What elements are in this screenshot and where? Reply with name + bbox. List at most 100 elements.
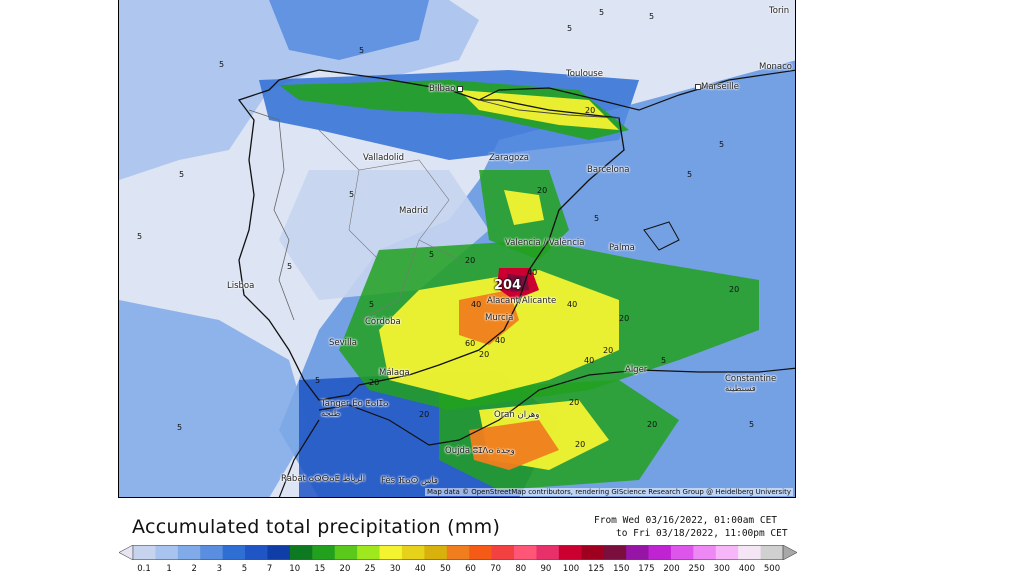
legend-swatch	[222, 545, 246, 560]
city-valladolid: Valladolid	[363, 153, 405, 163]
legend-tick-label: 10	[289, 564, 301, 574]
legend-tick-label: 3	[216, 564, 223, 574]
city-alicante: Alacant/Alicante	[487, 296, 557, 306]
city-madrid: Madrid	[399, 206, 429, 216]
contour-label: 20	[419, 410, 430, 419]
contour-label: 40	[567, 300, 578, 309]
contour-label: 5	[594, 214, 600, 223]
city-tanger: Tanger Eo ⵟⴰⵏⵊⴰ طنجة	[321, 399, 389, 419]
contour-label: 5	[177, 423, 183, 432]
contour-label: 20	[585, 106, 596, 115]
precipitation-map[interactable]: Bilbao Toulouse Marseille Monaco Torin V…	[118, 0, 796, 498]
legend-swatch	[760, 545, 784, 560]
legend-swatch	[536, 545, 560, 560]
legend-tick-label: 20	[339, 564, 351, 574]
legend-tick-label: 25	[364, 564, 376, 574]
legend-tick-label: 0.1	[137, 564, 151, 574]
legend-tick-label: 30	[389, 564, 401, 574]
legend-swatch	[334, 545, 358, 560]
contour-label: 20	[537, 186, 548, 195]
contour-label: 5	[719, 140, 725, 149]
contour-label: 40	[527, 268, 538, 277]
city-palma: Palma	[609, 243, 635, 253]
city-oujda: Oujda ⵓⵊⴷⴰ وجدة	[445, 446, 515, 456]
date-range: From Wed 03/16/2022, 01:00am CET to Fri …	[594, 514, 788, 540]
legend-swatch	[469, 545, 493, 560]
legend-swatch	[715, 545, 739, 560]
legend-swatch	[514, 545, 537, 560]
city-constantine: Constantine قسنطينة	[725, 374, 777, 394]
contour-label: 5	[599, 8, 605, 17]
legend-labels: 0.1 1 2 3 5 7 10 15 20 25 30 40 50 60 70 80 90 100 125 150 1…	[0, 564, 1024, 576]
legend-tick-label: 200	[663, 564, 680, 574]
legend-tick-label: 100	[562, 564, 580, 574]
contour-label: 5	[749, 420, 755, 429]
legend-swatch	[267, 545, 291, 560]
legend-tick-label: 125	[588, 564, 605, 574]
precip-field-west	[119, 300, 309, 497]
map-attribution: Map data © OpenStreetMap contributors, r…	[425, 488, 793, 496]
city-valencia: Valencia / València	[505, 238, 585, 248]
legend-tick-label: 7	[266, 564, 273, 574]
legend-arrow-high	[782, 545, 797, 560]
contour-label: 5	[359, 46, 365, 55]
legend-swatch	[424, 545, 448, 560]
legend-tick-label: 1	[166, 564, 172, 574]
city-toulouse: Toulouse	[566, 69, 603, 79]
contour-label: 5	[287, 262, 293, 271]
legend-swatch	[626, 545, 650, 560]
contour-label: 40	[584, 356, 595, 365]
city-torino: Torin	[769, 6, 790, 16]
city-fes: Fès ⴼⴰⵙ فاس	[381, 476, 438, 486]
legend-tick-label: 90	[540, 564, 552, 574]
city-barcelona: Barcelona	[587, 165, 630, 175]
legend-swatch	[491, 545, 515, 560]
contour-label: 20	[575, 440, 586, 449]
precip-orange-murcia	[459, 290, 519, 345]
legend-tick-label: 5	[241, 564, 248, 574]
precip-field-north	[269, 0, 429, 60]
legend-tick-label: 175	[638, 564, 655, 574]
coastline-morocco	[278, 419, 320, 497]
legend-tick-label: 250	[688, 564, 705, 574]
city-zaragoza: Zaragoza	[489, 153, 530, 163]
date-from: From Wed 03/16/2022, 01:00am CET	[594, 515, 778, 526]
legend-tick-label: 60	[465, 564, 476, 574]
contour-label: 20	[465, 256, 476, 265]
legend-tick-label: 500	[763, 564, 781, 574]
city-cordoba: Córdoba	[365, 317, 401, 327]
legend-tick-label: 150	[613, 564, 630, 574]
border-portugal	[248, 109, 295, 321]
legend-swatch	[558, 545, 582, 560]
contour-label: 5	[137, 232, 143, 241]
contour-label: 20	[603, 346, 614, 355]
city-rabat: Rabat ⴰⵕⴱⴰⵟ الرباط	[281, 474, 366, 484]
legend-swatch	[401, 545, 425, 560]
precipitation-legend-bar	[119, 545, 797, 560]
precip-yellow-valley	[504, 190, 544, 225]
contour-label: 20	[619, 314, 630, 323]
legend-tick-label: 2	[191, 564, 197, 574]
legend-swatch	[289, 545, 313, 560]
legend-swatch	[312, 545, 336, 560]
coastline-africa	[318, 367, 795, 446]
contour-label: 5	[661, 356, 667, 365]
contour-label: 20	[479, 350, 490, 359]
legend-arrow-low	[119, 545, 134, 560]
city-sevilla: Sevilla	[329, 338, 357, 348]
legend-swatch	[670, 545, 694, 560]
contour-label: 5	[687, 170, 693, 179]
map-title: Accumulated total precipitation (mm)	[132, 516, 501, 538]
legend-tick-label: 400	[738, 564, 755, 574]
legend-swatch	[177, 545, 201, 560]
legend-swatch	[693, 545, 717, 560]
contour-label: 5	[315, 376, 321, 385]
contour-label: 20	[369, 378, 380, 387]
legend-tick-label: 70	[490, 564, 502, 574]
contour-label: 5	[219, 60, 225, 69]
legend-tick-label: 300	[713, 564, 730, 574]
legend-swatch	[379, 545, 403, 560]
contour-label: 5	[369, 300, 375, 309]
coastline-france	[478, 69, 795, 111]
legend-tick-label: 15	[314, 564, 326, 574]
